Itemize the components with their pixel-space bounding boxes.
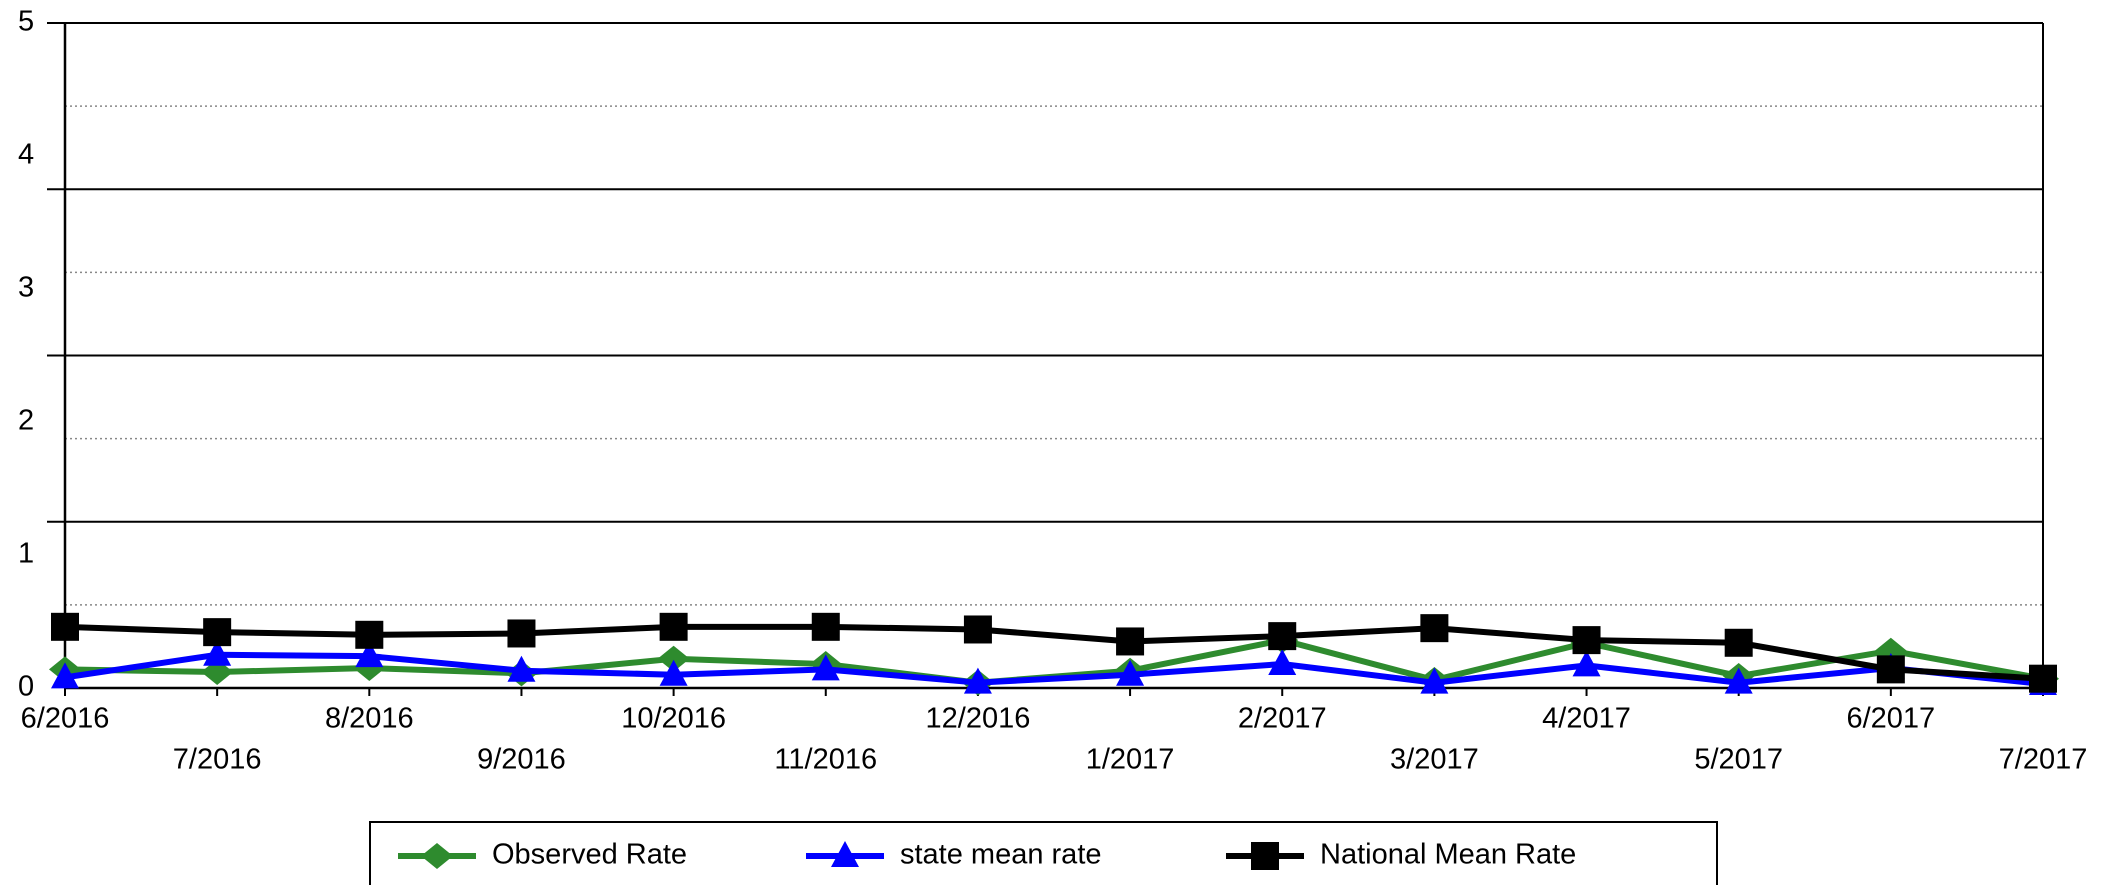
marker bbox=[1268, 622, 1297, 651]
marker bbox=[51, 662, 79, 689]
marker bbox=[355, 620, 384, 649]
x-tick-label: 10/2016 bbox=[621, 703, 726, 735]
y-tick-label: 1 bbox=[18, 538, 34, 570]
x-tick-label: 3/2017 bbox=[1390, 744, 1479, 776]
marker bbox=[507, 655, 536, 682]
y-tick-label: 3 bbox=[18, 272, 34, 304]
x-tick-label: 5/2017 bbox=[1694, 744, 1783, 776]
marker bbox=[1876, 655, 1905, 684]
legend-label: National Mean Rate bbox=[1320, 839, 1576, 871]
y-tick-label: 4 bbox=[18, 139, 34, 171]
x-tick-label: 1/2017 bbox=[1086, 744, 1175, 776]
x-tick-label: 7/2016 bbox=[173, 744, 262, 776]
marker bbox=[1572, 650, 1601, 677]
x-tick-label: 9/2016 bbox=[477, 744, 566, 776]
marker bbox=[963, 667, 992, 694]
marker bbox=[1420, 667, 1449, 694]
marker bbox=[811, 612, 840, 641]
marker bbox=[1420, 614, 1449, 643]
marker bbox=[203, 618, 232, 647]
line bbox=[64, 651, 2044, 687]
marker bbox=[811, 654, 840, 681]
marker bbox=[1116, 659, 1145, 686]
legend-box bbox=[369, 821, 1718, 885]
x-tick-label: 6/2017 bbox=[1846, 703, 1935, 735]
marker bbox=[1268, 649, 1297, 676]
marker bbox=[657, 645, 690, 672]
y-tick-label: 5 bbox=[18, 6, 34, 38]
x-tick-label: 2/2017 bbox=[1238, 703, 1327, 735]
marker bbox=[355, 641, 384, 668]
marker bbox=[963, 615, 992, 644]
marker bbox=[659, 659, 688, 686]
x-tick-label: 8/2016 bbox=[325, 703, 414, 735]
legend-label: state mean rate bbox=[900, 839, 1102, 871]
marker bbox=[51, 612, 79, 641]
marker bbox=[831, 841, 859, 867]
x-tick-label: 11/2016 bbox=[774, 744, 877, 776]
marker bbox=[203, 639, 232, 666]
marker bbox=[2029, 664, 2057, 693]
x-tick-label: 6/2016 bbox=[21, 703, 110, 735]
x-tick-label: 7/2017 bbox=[1999, 744, 2088, 776]
y-tick-label: 0 bbox=[18, 671, 34, 703]
marker bbox=[1724, 628, 1753, 657]
marker bbox=[1572, 626, 1601, 655]
line bbox=[64, 623, 2044, 682]
x-tick-label: 12/2016 bbox=[926, 703, 1031, 735]
x-tick-label: 4/2017 bbox=[1542, 703, 1631, 735]
y-tick-label: 2 bbox=[18, 405, 34, 437]
marker bbox=[1116, 627, 1145, 656]
legend-label: Observed Rate bbox=[492, 839, 687, 871]
marker bbox=[1724, 667, 1753, 694]
marker bbox=[421, 843, 453, 869]
marker bbox=[659, 612, 688, 641]
marker bbox=[1251, 842, 1279, 870]
marker bbox=[507, 619, 536, 648]
series bbox=[51, 612, 2057, 693]
